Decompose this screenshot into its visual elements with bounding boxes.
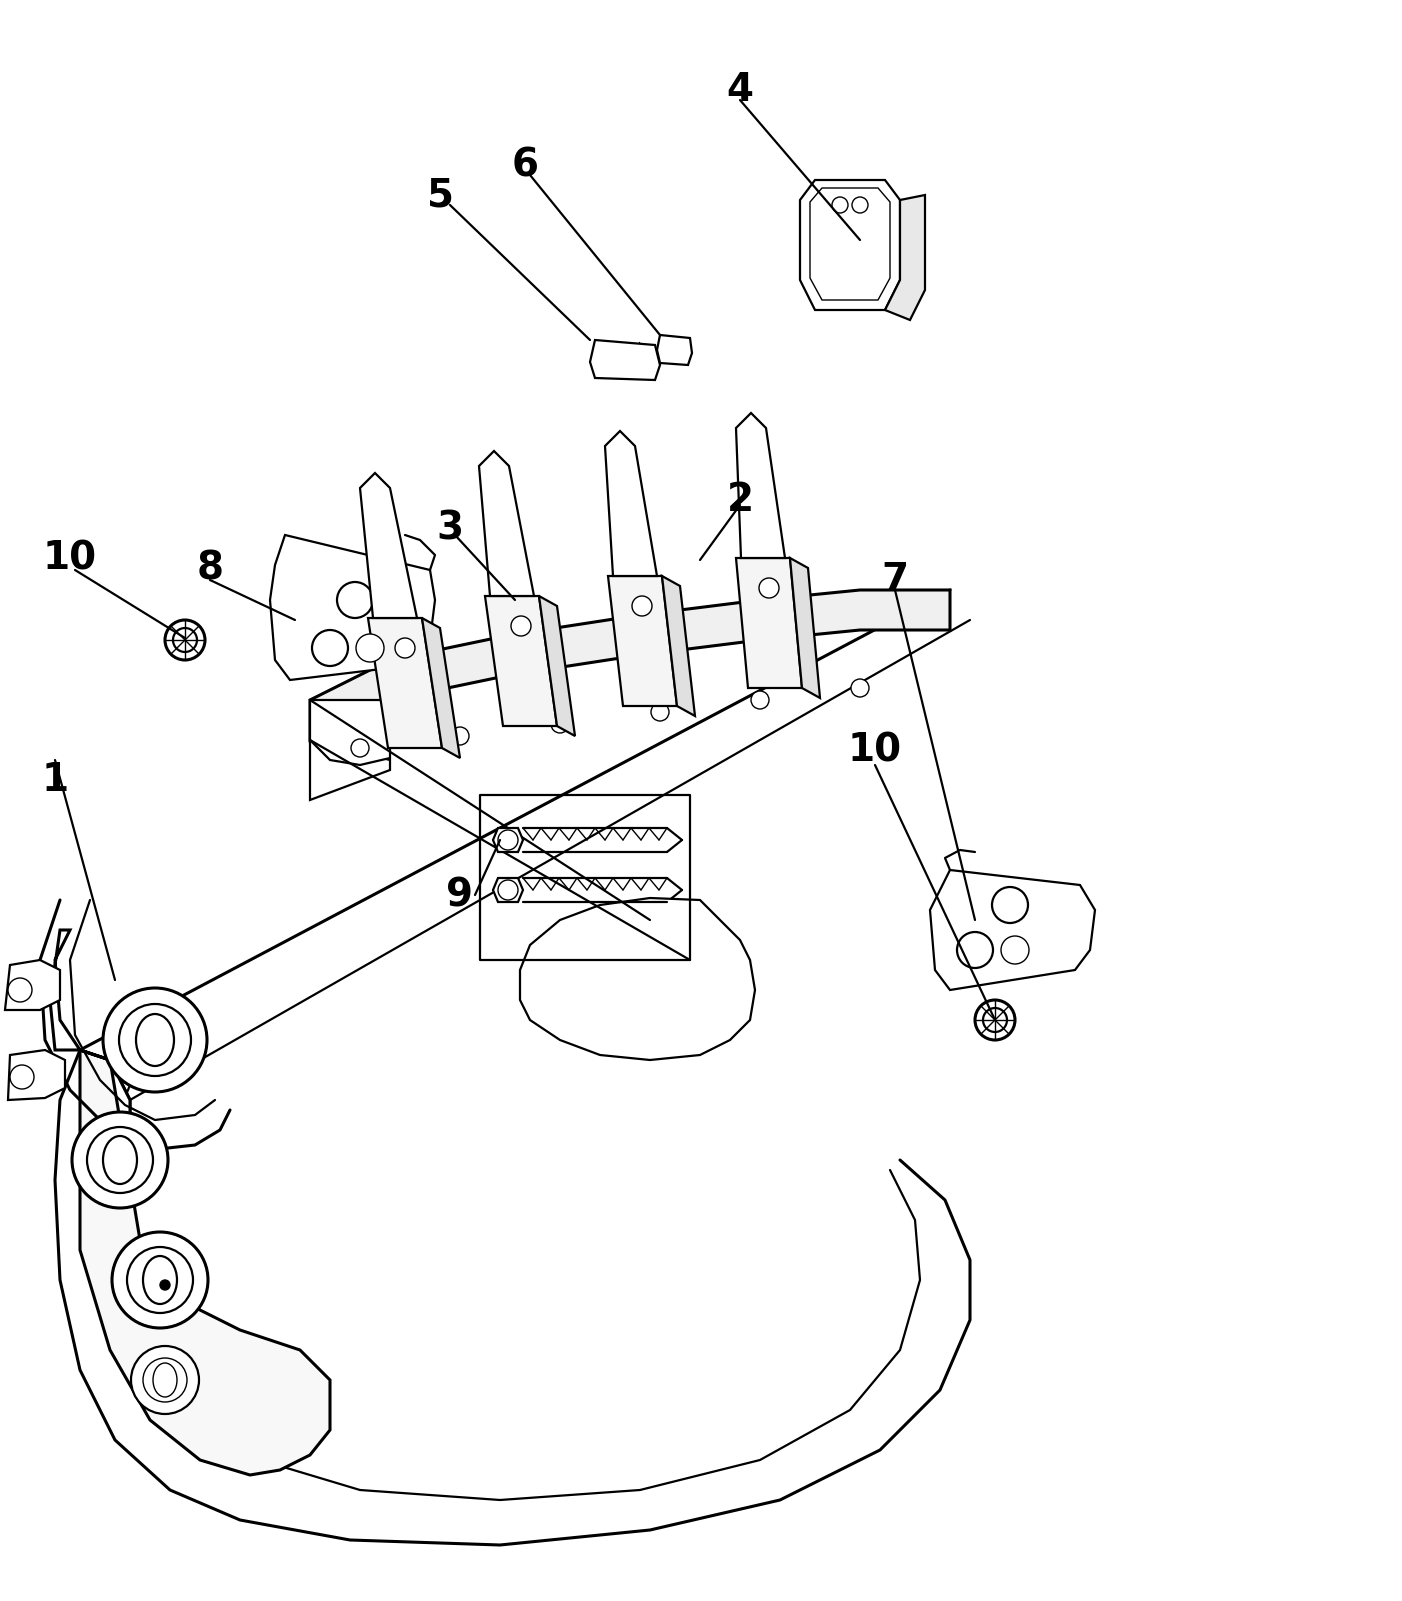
Polygon shape: [422, 618, 460, 757]
Circle shape: [751, 692, 770, 709]
Circle shape: [87, 1127, 153, 1193]
Circle shape: [350, 740, 369, 757]
Polygon shape: [271, 535, 435, 680]
Polygon shape: [80, 1050, 329, 1475]
Polygon shape: [310, 591, 951, 740]
Polygon shape: [485, 596, 557, 725]
Polygon shape: [479, 451, 534, 596]
Circle shape: [128, 1247, 193, 1313]
Text: 9: 9: [446, 876, 474, 914]
Circle shape: [974, 1001, 1015, 1041]
Circle shape: [958, 932, 993, 969]
Text: 3: 3: [436, 509, 464, 548]
Polygon shape: [538, 596, 575, 736]
Circle shape: [1001, 937, 1029, 964]
Polygon shape: [736, 559, 802, 688]
Polygon shape: [310, 740, 390, 800]
Polygon shape: [50, 930, 130, 1180]
Polygon shape: [494, 877, 523, 901]
Polygon shape: [885, 195, 925, 320]
Circle shape: [983, 1009, 1007, 1033]
Text: 8: 8: [196, 549, 223, 588]
Polygon shape: [367, 618, 442, 748]
Circle shape: [102, 988, 207, 1092]
Polygon shape: [6, 961, 60, 1010]
Polygon shape: [658, 335, 693, 365]
Polygon shape: [606, 431, 658, 576]
Circle shape: [651, 703, 669, 720]
Circle shape: [165, 620, 205, 660]
Ellipse shape: [136, 1013, 174, 1066]
Circle shape: [8, 978, 32, 1002]
Circle shape: [313, 631, 348, 666]
Circle shape: [498, 829, 517, 850]
Circle shape: [852, 197, 868, 213]
Ellipse shape: [153, 1362, 177, 1398]
Circle shape: [143, 1358, 186, 1402]
Circle shape: [498, 881, 517, 900]
Circle shape: [851, 679, 869, 696]
Polygon shape: [360, 472, 416, 618]
Circle shape: [758, 578, 780, 599]
Polygon shape: [930, 869, 1095, 989]
Polygon shape: [310, 700, 390, 765]
Circle shape: [160, 1281, 170, 1290]
Polygon shape: [590, 339, 660, 379]
Polygon shape: [520, 898, 756, 1060]
Circle shape: [395, 639, 415, 658]
Circle shape: [112, 1233, 207, 1327]
Polygon shape: [810, 187, 890, 299]
Circle shape: [551, 716, 569, 733]
Ellipse shape: [102, 1137, 137, 1185]
Circle shape: [130, 1346, 199, 1414]
Text: 10: 10: [848, 732, 901, 768]
Circle shape: [510, 616, 531, 636]
Text: 2: 2: [726, 480, 753, 519]
Circle shape: [119, 1004, 191, 1076]
Circle shape: [336, 583, 373, 618]
Circle shape: [993, 887, 1028, 924]
Polygon shape: [608, 576, 677, 706]
Text: 7: 7: [882, 560, 908, 599]
Circle shape: [632, 596, 652, 616]
Polygon shape: [8, 1050, 64, 1100]
Circle shape: [172, 628, 198, 652]
Text: 1: 1: [42, 760, 69, 799]
Text: 4: 4: [726, 70, 753, 109]
Polygon shape: [789, 559, 820, 698]
Polygon shape: [662, 576, 695, 716]
Circle shape: [72, 1113, 168, 1209]
Text: 5: 5: [426, 176, 453, 215]
Circle shape: [831, 197, 848, 213]
Ellipse shape: [143, 1257, 177, 1303]
Polygon shape: [494, 828, 523, 852]
Text: 10: 10: [43, 540, 97, 576]
Polygon shape: [801, 179, 900, 311]
Circle shape: [10, 1065, 34, 1089]
Circle shape: [451, 727, 470, 744]
Circle shape: [356, 634, 384, 661]
Polygon shape: [736, 413, 785, 559]
Text: 6: 6: [512, 146, 538, 184]
